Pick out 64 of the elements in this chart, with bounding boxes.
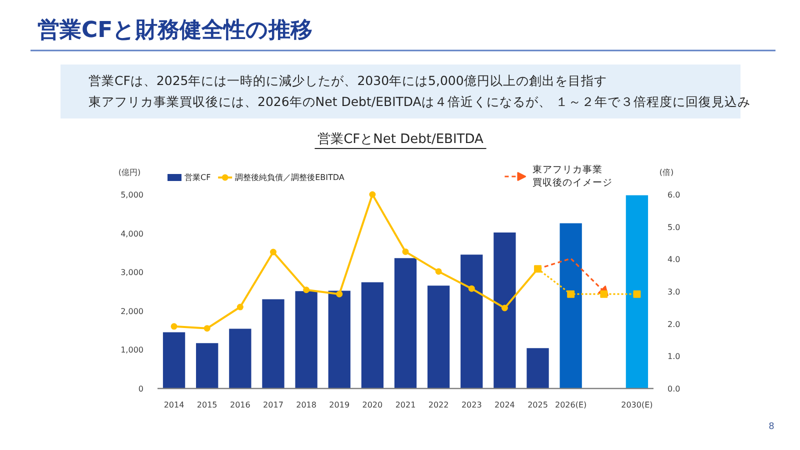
bar [295,291,318,388]
point [402,248,409,255]
bar [328,290,350,388]
bar [460,254,483,388]
x-tick-label: 2030(E) [621,400,653,410]
point [303,286,310,294]
text: 営業CFは、2025年には一時的に減少したが、2030年には5,000億円以上の創出を目指す [88,73,607,88]
bar [262,299,284,388]
y2-tick-label: 6.0 [668,190,680,200]
point [468,285,475,292]
text: 8 [768,422,775,432]
point [270,248,276,256]
point [501,304,508,312]
x-tick-label: 2017 [263,400,284,410]
y2-tick-label: 3.0 [668,288,680,296]
y2-tick-label: 0.0 [668,384,680,394]
x-tick-label: 2015 [196,400,218,410]
point [633,290,641,298]
x-tick-label: 2019 [329,400,350,410]
x-tick-label: 2025 [528,400,548,410]
bar [196,343,218,388]
x-tick-label: 2022 [428,400,449,410]
y-tick-label: 0 [138,384,144,394]
x-tick-label: 2014 [164,400,184,410]
point [336,290,343,298]
bar [162,332,186,388]
y-tick-label: 4,000 [120,229,144,238]
bar [526,348,549,388]
x-tick-label: 2016 [230,400,250,410]
point [369,191,376,198]
x-tick-label: 2020 [362,400,383,410]
point [236,304,244,310]
y2-tick-label: 4.0 [668,255,680,264]
bar [361,282,384,388]
point [204,325,210,332]
legend-label: 調整後純負債／調整後EBITDA [235,173,345,182]
point [567,290,575,298]
y-axis-title: (億円) [118,168,141,177]
y2-tick-label: 2.0 [668,320,680,329]
y-tick-label: 5,000 [120,190,144,200]
bar [394,258,417,388]
chart-title: 営業CFと財務健全性の推移 [38,18,313,43]
y2-tick-label: 5.0 [668,222,680,232]
y2-tick-label: 1.0 [668,352,680,362]
text: 東アフリカ事業買収後には、2026年のNet Debt/EBITDAは４倍近くになるが、 １～２年で３倍程度に回復見込み [88,94,750,109]
x-tick-label: 2021 [395,400,416,410]
point [170,323,178,330]
bar [494,232,516,388]
bar [560,223,582,388]
x-tick-label: 2024 [494,400,515,410]
bar [229,328,252,388]
legend-label: 東アフリカ事業買収後のイメージ [532,163,613,189]
x-tick-label: 2018 [296,400,316,410]
y-tick-label: 3,000 [120,268,144,278]
bar [626,195,648,388]
y2-axis-title: (倍) [659,168,674,177]
x-tick-label: 2026(E) [555,400,587,410]
chart-subtitle: 営業CFとNet Debt/EBITDA [318,132,484,147]
bar [427,286,450,388]
legend-label: 営業CF [184,173,212,182]
x-tick-label: 2023 [461,400,482,410]
y-tick-label: 1,000 [120,346,144,355]
y-tick-label: 2,000 [120,306,144,316]
point [435,268,442,275]
